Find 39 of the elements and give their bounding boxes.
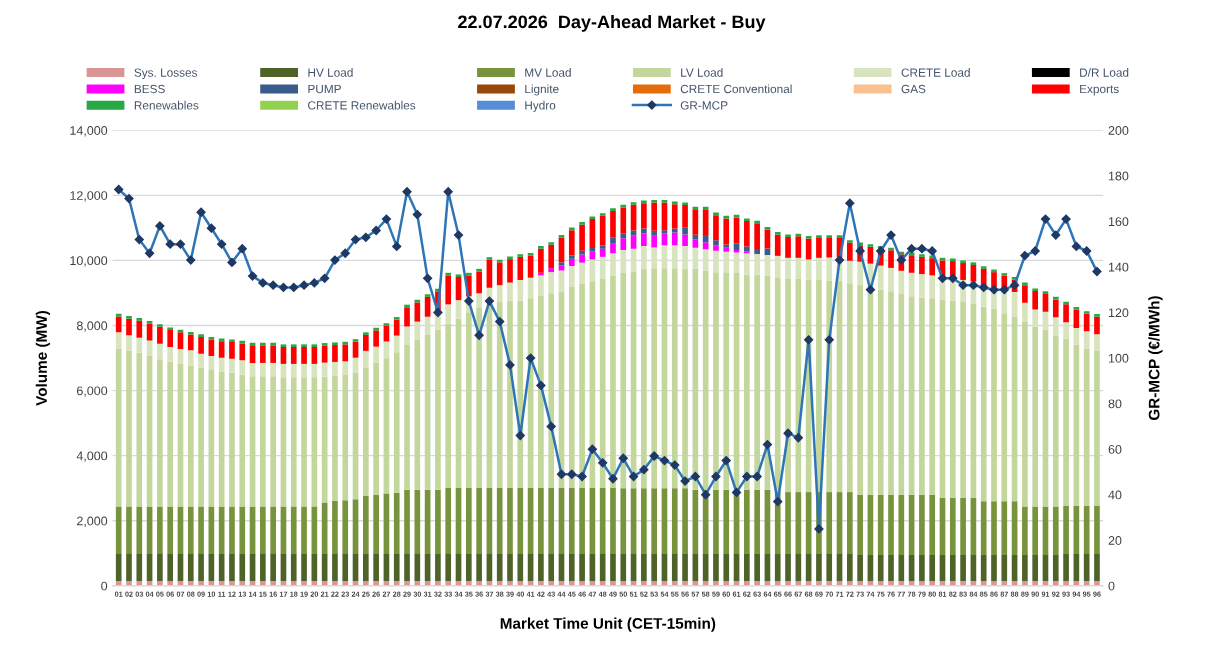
legend-label: Exports <box>1080 84 1119 96</box>
legend-label: BESS <box>134 84 165 94</box>
legend-label: GAS <box>901 84 926 94</box>
legend-label: CRETE Load <box>901 68 970 77</box>
y2-tick-label: 160 <box>1108 217 1129 227</box>
y2-tick-label: 100 <box>1108 353 1129 363</box>
y2-tick-label: 180 <box>1108 171 1129 181</box>
legend-label: D/R Load <box>1080 68 1129 77</box>
y2-tick-label: 140 <box>1108 262 1129 272</box>
legend-label: PUMP <box>308 84 341 94</box>
legend-label: Lignite <box>525 84 559 96</box>
x-axis-title: Market Time Unit (CET-15min) <box>500 617 716 632</box>
y2-axis-title: GR-MCP (€/MWh) <box>1148 296 1163 421</box>
y-tick-label: 10,000 <box>70 256 108 267</box>
y2-tick-label: 0 <box>1108 581 1115 591</box>
legend-label: MV Load <box>525 68 571 77</box>
y2-tick-label: 40 <box>1108 490 1122 500</box>
legend-label: Sys. Losses <box>134 68 198 80</box>
legend-label: LV Load <box>681 68 723 77</box>
y-tick-label: 14,000 <box>70 126 108 137</box>
y-tick-label: 6,000 <box>77 386 108 397</box>
y2-tick-label: 200 <box>1108 126 1129 135</box>
legend-label: CRETE Conventional <box>680 84 792 94</box>
y2-tick-label: 60 <box>1108 444 1122 454</box>
legend-label: HV Load <box>308 68 353 77</box>
y-tick-label: 2,000 <box>77 516 108 527</box>
legend-label: CRETE Renewables <box>308 100 416 110</box>
y-axis-title: Volume (MW) <box>35 311 50 406</box>
legend-label: Renewables <box>134 100 199 110</box>
y-tick-label: 0 <box>101 581 108 591</box>
chart-title: 22.07.2026 Day-Ahead Market - Buy <box>458 14 766 32</box>
y-tick-label: 12,000 <box>70 191 108 202</box>
y2-tick-label: 20 <box>1108 536 1122 545</box>
legend-label: GR-MCP <box>680 101 728 110</box>
y2-tick-label: 80 <box>1108 399 1122 409</box>
legend-label: Hydro <box>525 100 556 112</box>
y2-tick-label: 120 <box>1108 308 1129 318</box>
y-tick-label: 4,000 <box>76 451 108 462</box>
y-tick-label: 8,000 <box>76 321 108 332</box>
